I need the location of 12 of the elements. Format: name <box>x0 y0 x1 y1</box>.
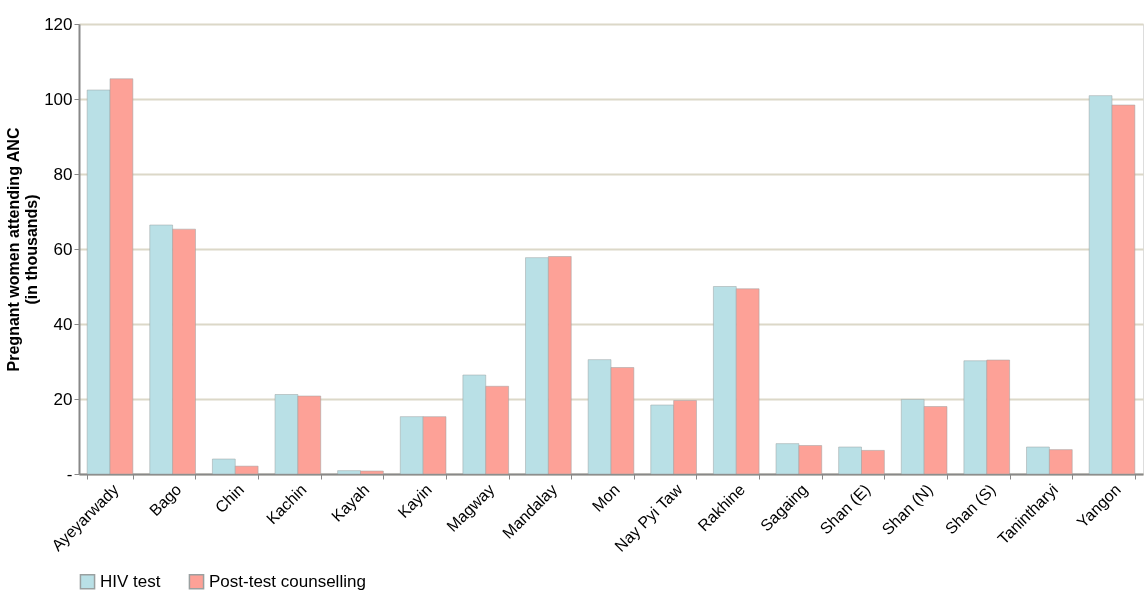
y-axis-title: Pregnant women attending ANC (in thousands) <box>5 127 41 372</box>
y-tick-label: - <box>66 464 73 484</box>
y-tick-label: 80 <box>53 164 73 184</box>
legend-label: Post-test counselling <box>209 571 366 591</box>
x-tick-label: Chin <box>211 480 248 517</box>
y-tick-label: 100 <box>44 89 73 109</box>
y-tick-label: 40 <box>53 314 73 334</box>
y-tick-label: 20 <box>53 389 73 409</box>
y-tick-label: 120 <box>44 14 73 34</box>
legend-label: HIV test <box>100 571 161 591</box>
y-tick-label: 60 <box>53 239 73 259</box>
x-tick-label: Mon <box>588 480 623 515</box>
